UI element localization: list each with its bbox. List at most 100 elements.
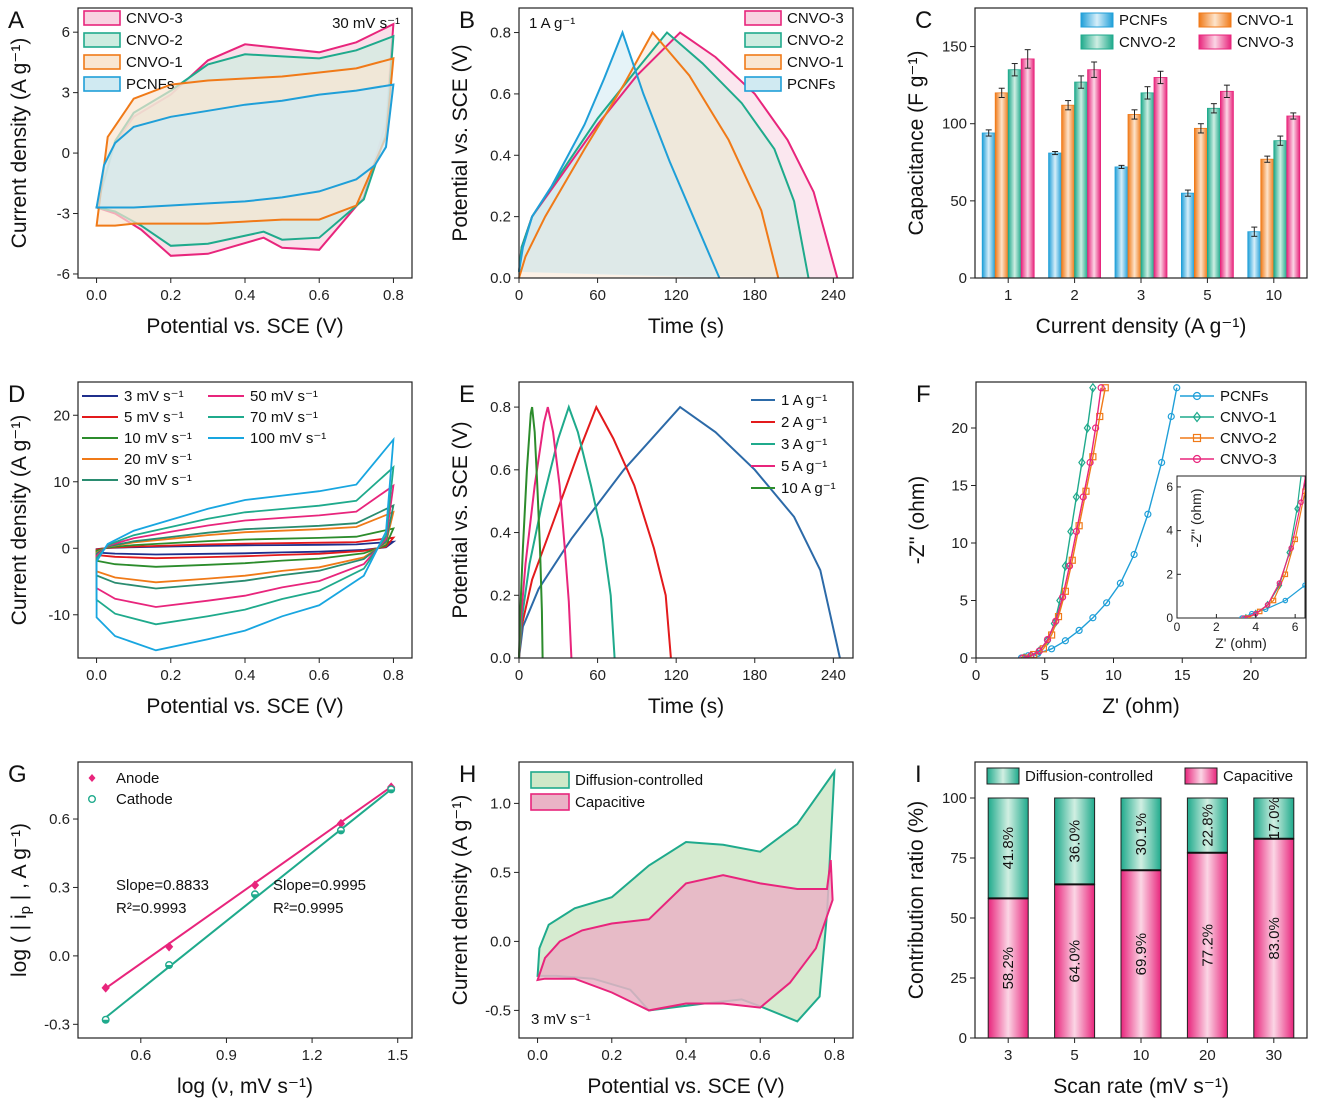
legend: PCNFs CNVO-1 CNVO-2 CNVO-3 — [1080, 12, 1294, 51]
bar — [1114, 166, 1129, 279]
gcd-curve — [518, 404, 672, 659]
y-tick-label: 0 — [959, 1030, 967, 1047]
marker — [1075, 522, 1083, 530]
legend-label: 1 A g⁻¹ — [781, 392, 827, 409]
legend-swatch — [83, 76, 121, 92]
x-tick-label: 30 — [1265, 1047, 1282, 1064]
bar — [1220, 90, 1234, 279]
x-tick-label: 10 — [1133, 1047, 1150, 1064]
panel-G-frame — [77, 761, 413, 1039]
x-tick-label: 10 — [1105, 667, 1122, 684]
anode-r2: R²=0.9993 — [116, 900, 186, 917]
data-point-half — [165, 965, 173, 969]
legend-marker — [88, 774, 96, 782]
bar — [981, 132, 996, 279]
x-tick-label: 180 — [742, 287, 767, 304]
legend-label: PCNFs — [1220, 388, 1268, 405]
x-tick-label: 0.9 — [216, 1047, 237, 1064]
anode-slope: Slope=0.8833 — [116, 877, 209, 894]
y-tick-label: 75 — [950, 850, 967, 867]
legend-label: CNVO-3 — [1237, 34, 1294, 51]
x-tick-label: 3 — [1137, 287, 1145, 304]
marker — [1309, 441, 1313, 445]
cv-curve-pcnfs — [95, 83, 395, 209]
y-tick-label: 0.8 — [490, 25, 511, 42]
marker — [1116, 579, 1124, 587]
legend-label: CNVO-1 — [1237, 12, 1294, 29]
legend-swatch — [1184, 767, 1218, 785]
x-tick-label: 15 — [1174, 667, 1191, 684]
inset-x-tick-label: 4 — [1252, 620, 1259, 634]
panel-F-frame — [975, 381, 1307, 659]
marker — [1079, 493, 1087, 501]
bar-capacitive — [1186, 852, 1228, 1039]
legend-label: 100 mV s⁻¹ — [250, 430, 326, 447]
y-tick-label: -3 — [57, 206, 70, 223]
x-tick-label: 0 — [972, 667, 980, 684]
x-tick-label: 1.5 — [387, 1047, 408, 1064]
legend: PCNFs CNVO-1 CNVO-2 CNVO-3 — [1180, 388, 1277, 468]
panel-C-axes: 0 50 100 150 Current density (A g⁻¹) Capacita… — [905, 7, 1246, 338]
x-tick-label: 0.8 — [383, 667, 404, 684]
gcd-curve-cnvo-1 — [518, 30, 780, 279]
y-tick-label: 0 — [62, 540, 70, 557]
legend-label: CNVO-2 — [126, 32, 183, 49]
data-point — [101, 983, 110, 993]
cv-curve — [95, 536, 396, 560]
legend: 1 A g⁻¹ 2 A g⁻¹ 3 A g⁻¹ 5 A g⁻¹ 10 A g⁻¹ — [751, 392, 836, 497]
y-tick-label: 0.4 — [490, 147, 511, 164]
marker — [1067, 526, 1075, 537]
x-tick-label: 0.6 — [309, 287, 330, 304]
panel-letter: B — [459, 7, 475, 34]
y-tick-label: 6 — [62, 24, 70, 41]
x-tick-label: 0.2 — [160, 667, 181, 684]
y-tick-label: 0.2 — [490, 587, 511, 604]
panel-letter: H — [459, 761, 476, 788]
y-tick-label: 10 — [53, 474, 70, 491]
legend-swatch — [986, 767, 1020, 785]
x-tick-label: 20 — [1243, 667, 1260, 684]
legend-label: CNVO-2 — [1119, 34, 1176, 51]
panel-B: 1 A g⁻¹ CNVO-3 CNVO-2 CNVO-1 PCNFs — [518, 10, 844, 279]
inset-frame — [1176, 475, 1306, 619]
legend-swatch — [744, 10, 782, 26]
fit-line-anode — [105, 786, 392, 990]
y-tick-label: 50 — [950, 910, 967, 927]
inset-line — [1241, 584, 1305, 618]
marker — [1192, 433, 1202, 443]
x-tick-label: 2 — [1070, 287, 1078, 304]
inset-y-tick-label: 0 — [1166, 611, 1173, 625]
legend-label: 5 mV s⁻¹ — [124, 409, 184, 426]
y-tick-label: 20 — [951, 420, 968, 437]
marker — [1072, 527, 1080, 536]
marker — [1276, 580, 1283, 586]
bar — [1181, 192, 1195, 279]
inset-curves — [1239, 441, 1313, 618]
bar-diffusion — [1120, 797, 1162, 871]
y-tick-label: 20 — [53, 407, 70, 424]
marker — [1072, 492, 1081, 502]
legend-label: PCNFs — [1119, 12, 1167, 29]
marker — [1103, 599, 1111, 607]
bar-capacitive — [1120, 869, 1162, 1039]
nyquist-line — [1022, 387, 1102, 658]
x-tick-label: 0 — [515, 667, 523, 684]
x-axis-label: Potential vs. SCE (V) — [146, 695, 343, 718]
y-axis-label: Capacitance (F g⁻¹) — [905, 51, 928, 236]
y-tick-label: -10 — [48, 607, 70, 624]
x-tick-label: 20 — [1199, 1047, 1216, 1064]
y-axis-label-sub: p — [17, 906, 34, 914]
cathode-slope: Slope=0.9995 — [273, 877, 366, 894]
gcd-curve — [518, 405, 841, 659]
legend-label: 70 mV s⁻¹ — [250, 409, 318, 426]
bar — [1087, 69, 1101, 279]
cv-curve — [95, 436, 395, 652]
inset-y-tick-label: 2 — [1166, 567, 1173, 581]
marker — [1092, 424, 1100, 432]
legend-label: 5 A g⁻¹ — [781, 458, 827, 475]
panel-letter: A — [8, 7, 24, 34]
legend-label: Diffusion-controlled — [575, 772, 703, 789]
bar — [1140, 92, 1155, 279]
